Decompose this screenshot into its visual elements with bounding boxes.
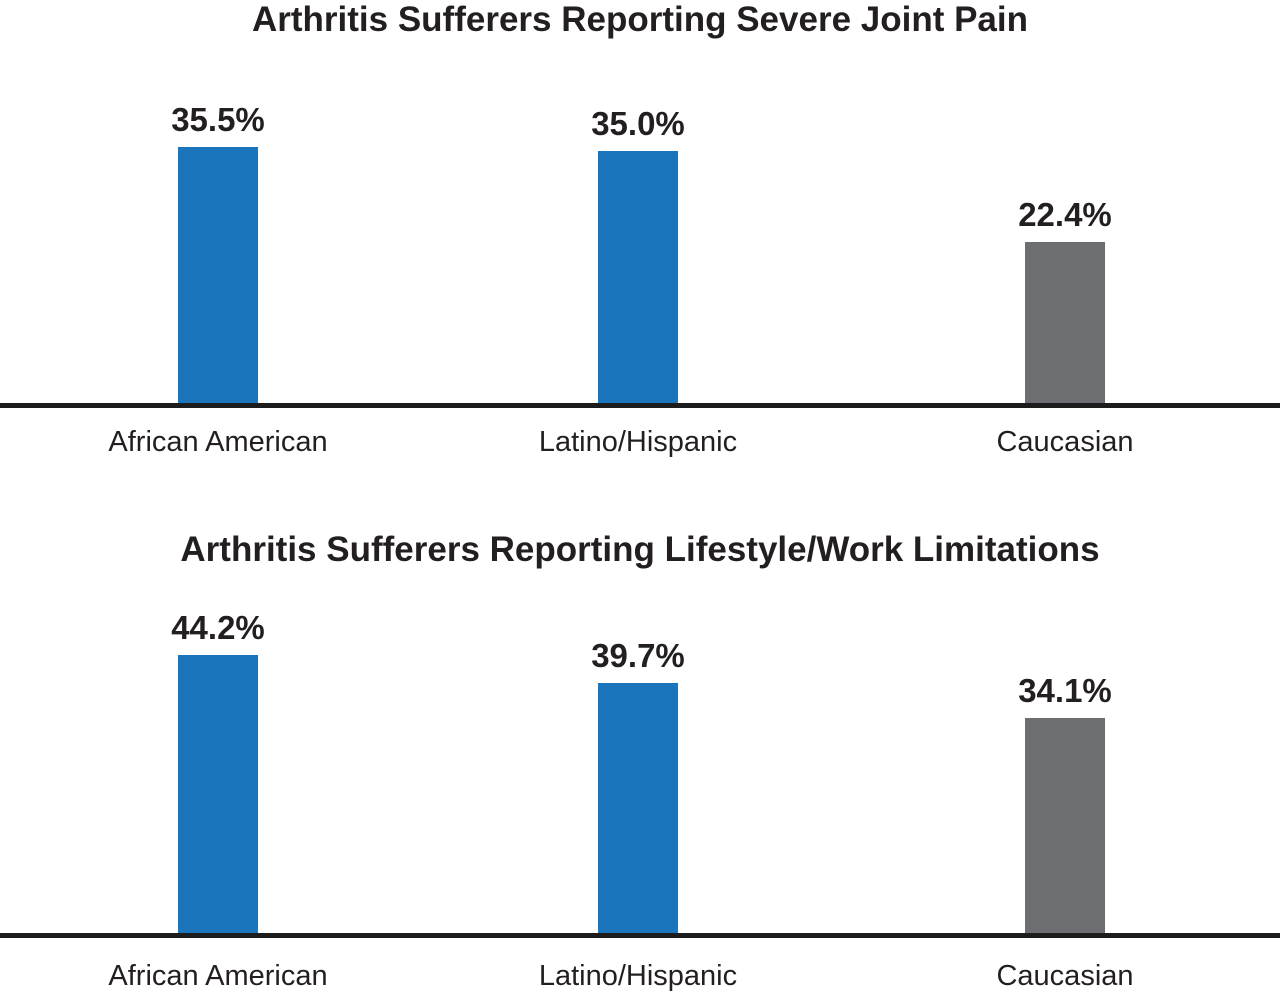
- chart-title-lifestyle-work-limitations: Arthritis Sufferers Reporting Lifestyle/…: [180, 530, 1100, 569]
- category-axis-severe-joint-pain: African American Latino/Hispanic Caucasian: [0, 424, 1280, 466]
- category-label-caucasian: Caucasian: [996, 426, 1134, 458]
- bar-caucasian: [1025, 242, 1105, 403]
- category-label-african-american: African American: [108, 426, 328, 458]
- bar-latino-hispanic: [598, 151, 678, 403]
- bar-value-label-latino-hispanic: 39.7%: [591, 637, 685, 674]
- plot-area-lifestyle-work-limitations: 44.2% 39.7% 34.1%: [0, 611, 1280, 938]
- bar-caucasian: [1025, 718, 1105, 933]
- bar-value-label-caucasian: 34.1%: [1018, 672, 1112, 709]
- bar-value-label-african-american: 44.2%: [171, 609, 265, 646]
- bar-value-label-african-american: 35.5%: [171, 101, 265, 138]
- bar-value-label-latino-hispanic: 35.0%: [591, 105, 685, 142]
- category-label-latino-hispanic: Latino/Hispanic: [538, 426, 738, 458]
- bar-african-american: [178, 147, 258, 403]
- category-label-caucasian: Caucasian: [996, 960, 1134, 992]
- bar-latino-hispanic: [598, 683, 678, 933]
- bar-african-american: [178, 655, 258, 933]
- category-label-african-american: African American: [108, 960, 328, 992]
- bar-value-label-caucasian: 22.4%: [1018, 196, 1112, 233]
- plot-area-severe-joint-pain: 35.5% 35.0% 22.4%: [0, 103, 1280, 408]
- category-axis-lifestyle-work-limitations: African American Latino/Hispanic Caucasian: [0, 958, 1280, 1000]
- chart-title-severe-joint-pain: Arthritis Sufferers Reporting Severe Joi…: [251, 0, 1028, 39]
- category-label-latino-hispanic: Latino/Hispanic: [538, 960, 738, 992]
